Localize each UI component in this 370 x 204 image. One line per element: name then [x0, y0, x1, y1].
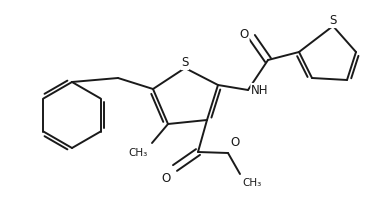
Text: CH₃: CH₃: [242, 178, 261, 188]
Text: O: O: [230, 136, 239, 149]
Text: CH₃: CH₃: [129, 148, 148, 158]
Text: S: S: [181, 57, 189, 70]
Text: NH: NH: [251, 83, 269, 96]
Text: S: S: [329, 14, 337, 28]
Text: O: O: [240, 29, 249, 41]
Text: O: O: [162, 172, 171, 185]
